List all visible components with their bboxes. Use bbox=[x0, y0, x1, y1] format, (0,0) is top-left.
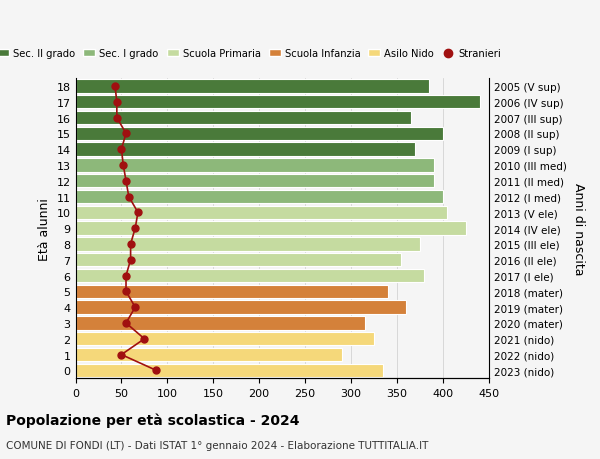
Bar bbox=[76, 127, 443, 141]
Bar bbox=[76, 159, 434, 172]
Bar bbox=[76, 112, 410, 125]
Point bbox=[112, 115, 122, 122]
Bar bbox=[76, 317, 365, 330]
Point bbox=[133, 209, 143, 217]
Legend: Sec. II grado, Sec. I grado, Scuola Primaria, Scuola Infanzia, Asilo Nido, Stran: Sec. II grado, Sec. I grado, Scuola Prim… bbox=[0, 45, 505, 63]
Text: COMUNE DI FONDI (LT) - Dati ISTAT 1° gennaio 2024 - Elaborazione TUTTITALIA.IT: COMUNE DI FONDI (LT) - Dati ISTAT 1° gen… bbox=[6, 440, 428, 450]
Point bbox=[121, 178, 131, 185]
Point bbox=[124, 193, 134, 201]
Bar bbox=[76, 364, 383, 377]
Point bbox=[118, 162, 128, 169]
Bar bbox=[76, 143, 415, 157]
Bar bbox=[76, 285, 388, 298]
Y-axis label: Età alunni: Età alunni bbox=[38, 197, 51, 260]
Point bbox=[152, 367, 161, 374]
Bar bbox=[76, 238, 420, 251]
Point bbox=[110, 83, 120, 90]
Bar bbox=[76, 190, 443, 204]
Point bbox=[121, 130, 131, 138]
Bar bbox=[76, 96, 479, 109]
Point bbox=[116, 351, 126, 358]
Text: Popolazione per età scolastica - 2024: Popolazione per età scolastica - 2024 bbox=[6, 412, 299, 427]
Point bbox=[121, 288, 131, 296]
Point bbox=[130, 304, 140, 311]
Point bbox=[112, 99, 122, 106]
Point bbox=[130, 225, 140, 232]
Bar bbox=[76, 253, 401, 267]
Bar bbox=[76, 80, 429, 94]
Bar bbox=[76, 269, 424, 283]
Bar bbox=[76, 206, 448, 219]
Bar bbox=[76, 301, 406, 314]
Bar bbox=[76, 175, 434, 188]
Bar bbox=[76, 348, 342, 362]
Bar bbox=[76, 332, 374, 346]
Point bbox=[121, 319, 131, 327]
Bar bbox=[76, 222, 466, 235]
Point bbox=[121, 272, 131, 280]
Point bbox=[126, 257, 136, 264]
Point bbox=[116, 146, 126, 153]
Point bbox=[126, 241, 136, 248]
Y-axis label: Anni di nascita: Anni di nascita bbox=[572, 183, 585, 275]
Point bbox=[140, 336, 149, 343]
